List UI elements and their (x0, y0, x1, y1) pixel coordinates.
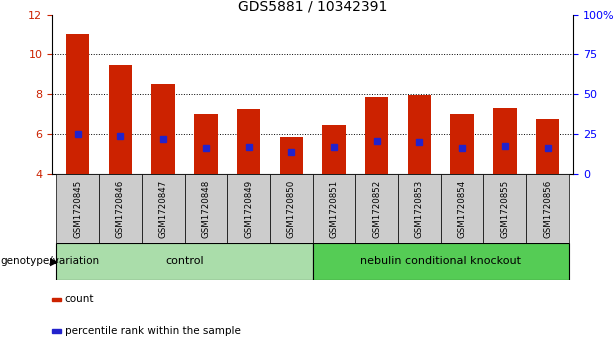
Bar (99, 174, 142, 243)
Text: GSM1720851: GSM1720851 (329, 180, 338, 238)
Bar (52, 298, 61, 301)
Bar (270, 174, 313, 243)
Text: count: count (64, 294, 94, 305)
Text: GSM1720848: GSM1720848 (201, 180, 210, 238)
Text: GSM1720855: GSM1720855 (500, 180, 509, 238)
Title: GDS5881 / 10342391: GDS5881 / 10342391 (238, 0, 387, 13)
Bar (109, 65, 132, 174)
Text: GSM1720856: GSM1720856 (543, 180, 552, 238)
Text: GSM1720847: GSM1720847 (159, 180, 167, 238)
Bar (398, 174, 441, 243)
Bar (365, 97, 389, 174)
Bar (322, 125, 346, 174)
Text: ▶: ▶ (50, 256, 59, 266)
Text: GSM1720846: GSM1720846 (116, 180, 125, 238)
Text: nebulin conditional knockout: nebulin conditional knockout (360, 256, 521, 266)
Bar (151, 85, 175, 174)
Bar (451, 114, 474, 174)
Text: GSM1720849: GSM1720849 (244, 180, 253, 238)
Bar (408, 95, 431, 174)
Text: percentile rank within the sample: percentile rank within the sample (64, 326, 240, 336)
Text: GSM1720853: GSM1720853 (415, 180, 424, 238)
Bar (56, 243, 313, 280)
Bar (194, 114, 218, 174)
Text: GSM1720852: GSM1720852 (372, 180, 381, 238)
Bar (313, 174, 356, 243)
Bar (536, 119, 559, 174)
Bar (493, 108, 517, 174)
Text: control: control (165, 256, 204, 266)
Text: genotype/variation: genotype/variation (1, 256, 100, 266)
Bar (142, 174, 185, 243)
Bar (441, 174, 484, 243)
Bar (66, 34, 89, 174)
Bar (56, 174, 99, 243)
Text: GSM1720850: GSM1720850 (287, 180, 296, 238)
Bar (52, 329, 61, 333)
Bar (185, 174, 227, 243)
Bar (227, 174, 270, 243)
Bar (484, 174, 526, 243)
Bar (526, 174, 569, 243)
Text: GSM1720845: GSM1720845 (73, 180, 82, 238)
Bar (356, 174, 398, 243)
Bar (237, 109, 261, 174)
Bar (280, 137, 303, 174)
Bar (313, 243, 569, 280)
Text: GSM1720854: GSM1720854 (458, 180, 466, 238)
